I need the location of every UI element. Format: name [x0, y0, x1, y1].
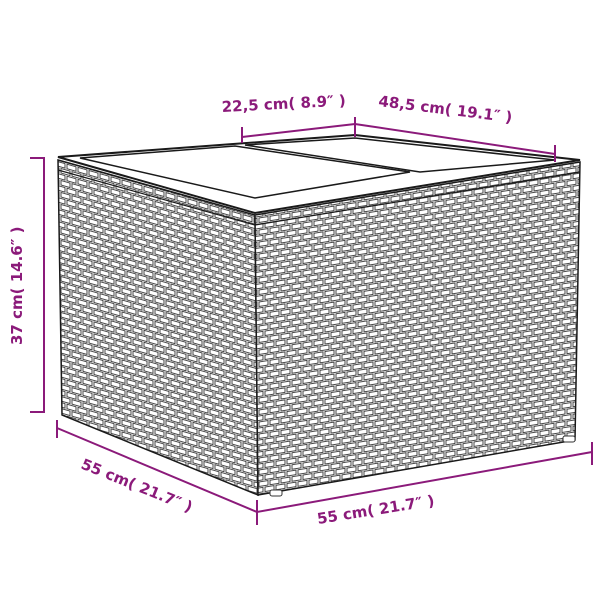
lid-panel-left: [79, 145, 411, 199]
foot: [562, 435, 576, 443]
lid-width-label: 48,5 cm( 19.1″ ): [378, 92, 514, 126]
foot: [269, 489, 283, 497]
height-label: 37 cm( 14.6″ ): [8, 227, 26, 345]
width-label: 55 cm( 21.7″ ): [316, 492, 436, 528]
left-face: [57, 159, 259, 497]
right-face: [254, 161, 581, 496]
lid-depth-label: 22,5 cm( 8.9″ ): [221, 92, 346, 116]
depth-label: 55 cm( 21.7″ ): [79, 455, 196, 516]
dimension-lines: [30, 117, 593, 525]
